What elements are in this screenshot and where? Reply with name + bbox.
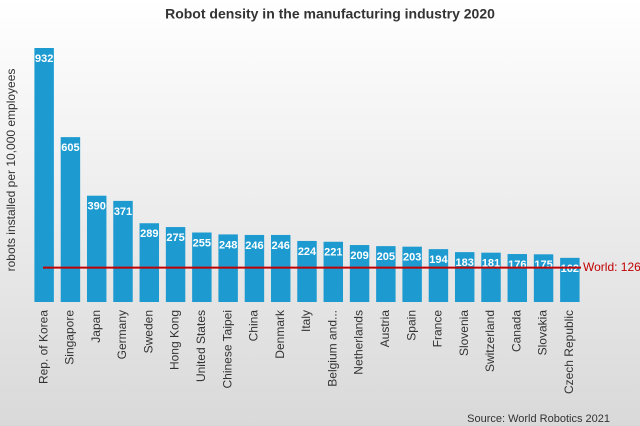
- bar: [560, 257, 580, 302]
- bar: [34, 48, 54, 302]
- value-label: 181: [482, 258, 500, 270]
- bar: [376, 246, 396, 302]
- x-tick-label: Czech Republic: [562, 310, 576, 394]
- bar: [297, 240, 317, 302]
- x-tick-label: Sweden: [141, 310, 155, 353]
- value-label: 390: [88, 201, 106, 213]
- chart-title: Robot density in the manufacturing indus…: [165, 6, 495, 22]
- value-label: 932: [35, 53, 53, 65]
- bar: [428, 249, 449, 302]
- value-label: 289: [140, 228, 158, 240]
- value-label: 162: [561, 263, 579, 275]
- value-label: 209: [350, 250, 368, 262]
- value-label: 203: [403, 252, 421, 264]
- x-tick-label: United States: [194, 310, 208, 382]
- reference-label: World: 126: [583, 260, 640, 274]
- x-tick-label: Netherlands: [352, 310, 366, 375]
- bar: [323, 241, 344, 302]
- value-label: 194: [429, 254, 448, 266]
- bar: [507, 254, 528, 302]
- x-tick-label: Hong Kong: [168, 310, 182, 370]
- value-label: 221: [324, 247, 342, 259]
- bar: [454, 252, 475, 302]
- value-label: 275: [166, 232, 184, 244]
- x-tick-label: Spain: [404, 310, 418, 341]
- bar: [481, 252, 501, 302]
- value-label: 183: [456, 257, 474, 269]
- x-tick-label: Slovenia: [457, 310, 471, 356]
- bar: [60, 137, 81, 302]
- bar: [349, 245, 370, 302]
- x-tick-label: Belgium and...: [325, 310, 339, 387]
- value-label: 205: [377, 251, 395, 263]
- x-tick-label: Italy: [299, 310, 313, 332]
- bar: [533, 254, 554, 302]
- bar: [402, 246, 422, 302]
- value-label: 246: [245, 240, 263, 252]
- x-tick-label: Austria: [378, 310, 392, 348]
- x-tick-label: Slovakia: [536, 310, 550, 356]
- x-tick-label: Singapore: [63, 310, 77, 365]
- value-label: 246: [272, 240, 290, 252]
- value-label: 175: [534, 259, 552, 271]
- bar: [86, 195, 107, 302]
- value-label: 371: [114, 206, 132, 218]
- bar: [139, 223, 160, 302]
- x-tick-label: Chinese Taipei: [220, 310, 234, 389]
- x-tick-label: Rep. of Korea: [36, 310, 50, 384]
- value-label: 176: [508, 259, 526, 271]
- bar: [113, 200, 133, 302]
- x-tick-label: Switzerland: [483, 310, 497, 372]
- x-tick-label: Germany: [115, 310, 129, 359]
- value-label: 248: [219, 239, 237, 251]
- x-tick-label: China: [247, 310, 261, 342]
- source: Source: World Robotics 2021: [467, 413, 610, 425]
- y-axis-label: robots installed per 10,000 employees: [4, 69, 18, 272]
- x-tick-label: France: [431, 310, 445, 348]
- x-tick-label: Canada: [509, 310, 523, 352]
- value-label: 224: [298, 246, 317, 258]
- value-label: 255: [193, 237, 211, 249]
- bar: [165, 227, 186, 302]
- x-tick-label: Denmark: [273, 309, 287, 359]
- value-label: 605: [61, 142, 79, 154]
- x-tick-label: Japan: [89, 310, 103, 343]
